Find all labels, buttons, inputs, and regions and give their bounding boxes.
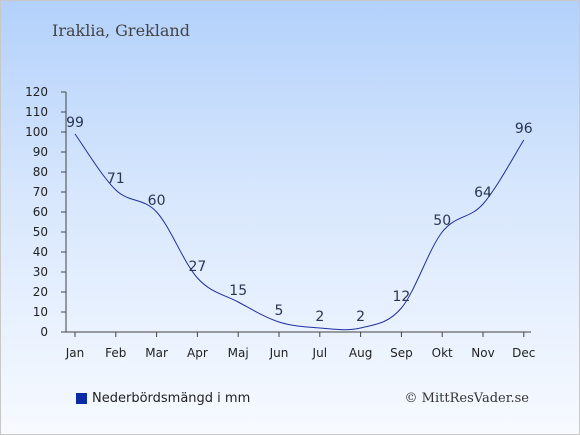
y-tick-label: 110	[25, 105, 48, 119]
data-labels: 99 71 60 27 15 5 2 2 12 50 64 96	[66, 115, 533, 325]
data-label: 71	[107, 171, 125, 187]
x-tick-label: Dec	[512, 346, 535, 360]
y-tick-label: 0	[40, 325, 48, 339]
data-label: 96	[515, 121, 533, 137]
y-tick-label: 10	[33, 305, 48, 319]
y-tick-label: 80	[33, 165, 48, 179]
x-tick-label: Aug	[349, 346, 372, 360]
x-tick-label: Okt	[432, 346, 453, 360]
legend: Nederbördsmängd i mm	[76, 391, 250, 406]
data-label: 27	[188, 259, 206, 275]
y-tick-label: 100	[25, 125, 48, 139]
x-tick-label: Apr	[187, 346, 208, 360]
data-label: 2	[315, 309, 324, 325]
y-tick-label: 90	[33, 145, 48, 159]
y-tick-label: 50	[33, 225, 48, 239]
credit-text: © MittResVader.se	[404, 391, 529, 406]
x-tick-label: Jan	[65, 346, 85, 360]
y-tick-label: 20	[33, 285, 48, 299]
data-label: 15	[229, 283, 247, 299]
data-label: 50	[433, 213, 451, 229]
axes: 0 10 20 30 40 50 60 70 80 90 100 110 120 Jan Feb Mar Apr…	[25, 85, 535, 360]
y-tick-label: 40	[33, 245, 48, 259]
x-tick-label: Jun	[269, 346, 289, 360]
data-label: 5	[275, 303, 284, 319]
y-tick-label: 30	[33, 265, 48, 279]
series-group	[74, 133, 525, 331]
x-tick-label: Feb	[105, 346, 126, 360]
data-label: 99	[66, 115, 84, 131]
legend-label: Nederbördsmängd i mm	[92, 391, 251, 406]
data-label: 64	[474, 185, 492, 201]
y-tick-label: 60	[33, 205, 48, 219]
chart-title: Iraklia, Grekland	[52, 21, 190, 40]
x-tick-label: Sep	[390, 346, 413, 360]
x-tick-label: Nov	[471, 346, 494, 360]
legend-swatch	[76, 393, 87, 404]
x-tick-label: Jul	[312, 346, 327, 360]
data-label: 60	[148, 193, 166, 209]
data-label: 2	[356, 309, 365, 325]
data-label: 12	[392, 289, 410, 305]
x-tick-label: Maj	[228, 346, 249, 360]
series-line	[74, 133, 525, 331]
y-tick-label: 120	[25, 85, 48, 99]
y-tick-label: 70	[33, 185, 48, 199]
x-tick-label: Mar	[145, 346, 168, 360]
